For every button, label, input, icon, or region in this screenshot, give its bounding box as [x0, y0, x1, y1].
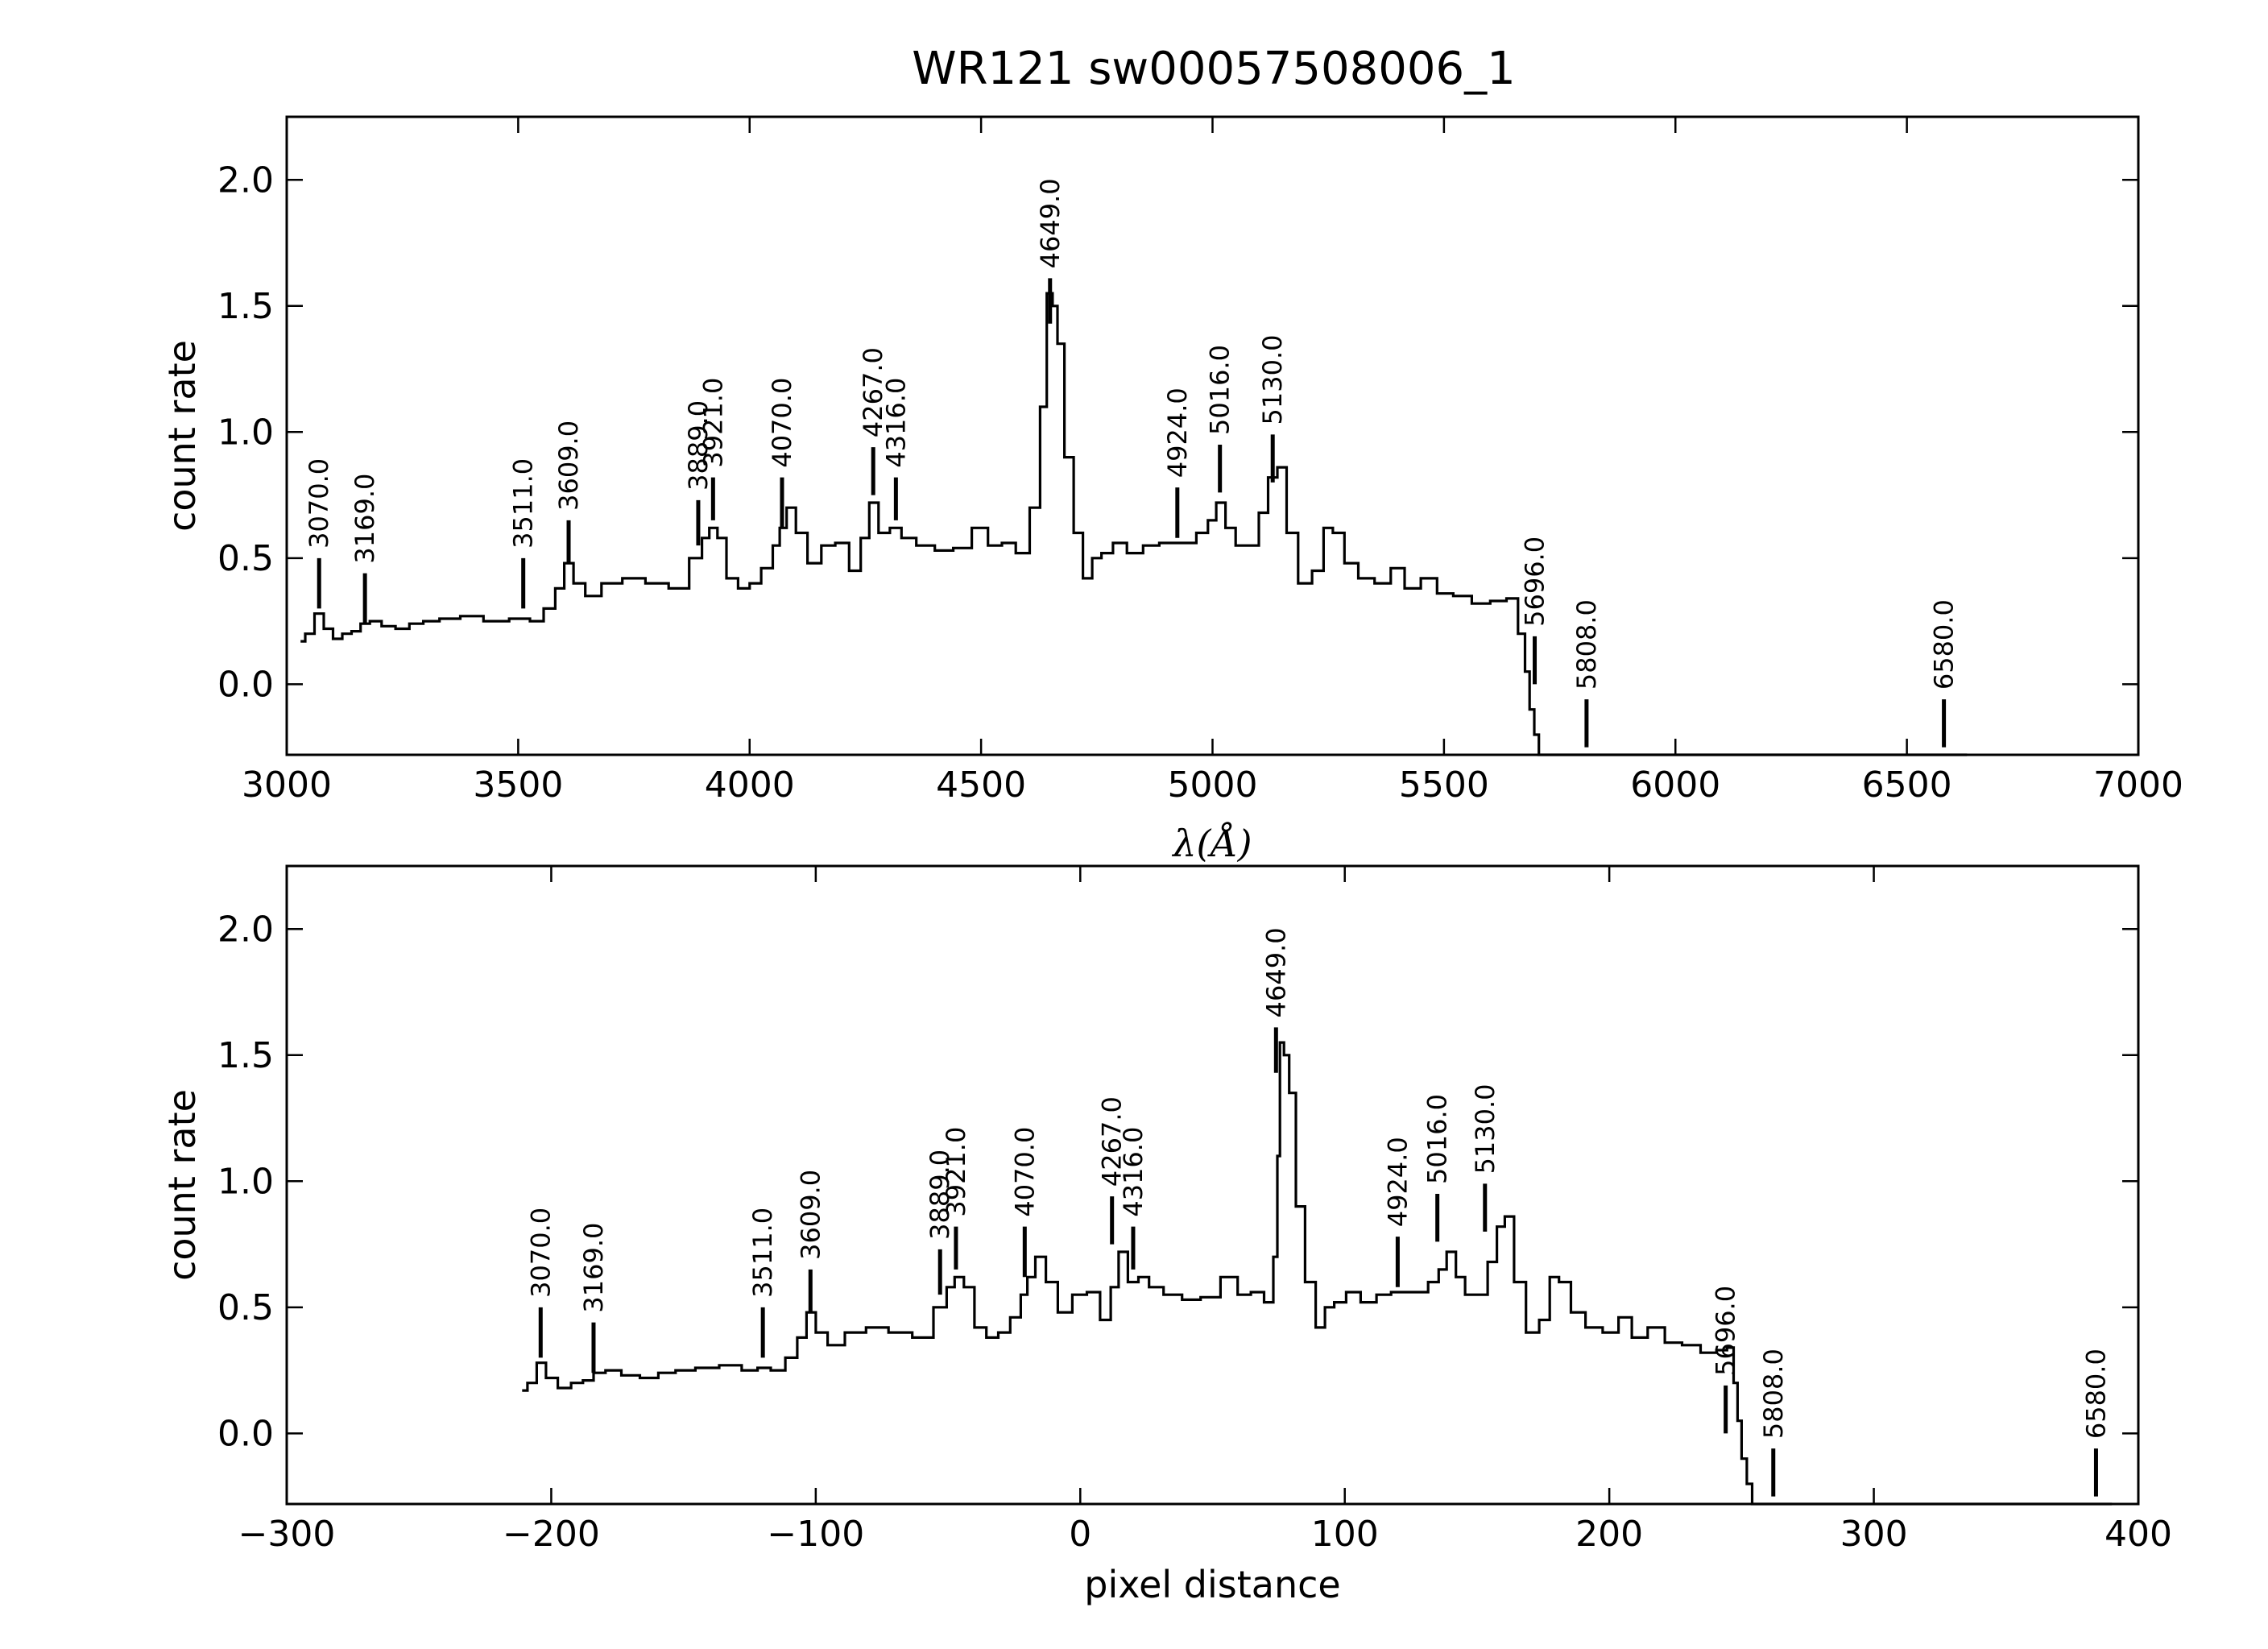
line-marker-label: 3889.0: [683, 400, 714, 491]
line-marker-label: 4070.0: [1009, 1127, 1040, 1217]
line-marker-label: 3921.0: [697, 378, 728, 468]
line-marker-label: 4649.0: [1260, 927, 1291, 1017]
x-tick-label: 300: [1840, 1514, 1908, 1555]
x-tick-label: 0: [1069, 1514, 1091, 1555]
y-tick-label: 2.0: [217, 909, 274, 950]
spectrum-series: [300, 292, 1968, 756]
line-marker-label: 3169.0: [578, 1223, 609, 1313]
line-marker-label: 6580.0: [2080, 1349, 2111, 1439]
line-marker-label: 6580.0: [1929, 599, 1960, 690]
x-tick-label: 3500: [473, 764, 563, 806]
line-marker-label: 5016.0: [1422, 1094, 1453, 1184]
x-tick-label: −300: [238, 1514, 336, 1555]
line-marker-label: 4070.0: [767, 378, 797, 468]
x-tick-label: 5500: [1399, 764, 1489, 806]
y-tick-label: 0.0: [217, 1413, 274, 1454]
y-tick-label: 0.5: [217, 1287, 274, 1328]
x-tick-label: 200: [1575, 1514, 1643, 1555]
line-marker-label: 3511.0: [508, 458, 539, 549]
bottom-panel: −300 −200 −100 0 100 200 300 400 0.0 0.5 1.0 1.5 2.0…: [160, 864, 2172, 1606]
line-marker-label: 3609.0: [553, 421, 584, 511]
line-marker-label: 5130.0: [1257, 334, 1288, 425]
line-marker-label: 4924.0: [1162, 387, 1193, 478]
y-tick-label: 1.5: [217, 1035, 274, 1076]
spectrum-series: [522, 1041, 2113, 1506]
line-marker-label: 5130.0: [1470, 1083, 1500, 1174]
x-tick-label: −200: [503, 1514, 600, 1555]
y-tick-label: 1.0: [217, 412, 274, 453]
line-marker-label: 3609.0: [795, 1170, 826, 1260]
x-tick-label: −100: [767, 1514, 864, 1555]
x-tick-label: 6500: [1862, 764, 1952, 806]
line-marker-label: 4316.0: [880, 378, 911, 468]
line-marker-label: 3511.0: [747, 1208, 778, 1298]
line-marker-label: 4267.0: [858, 347, 888, 437]
x-tick-label: 7000: [2093, 764, 2183, 806]
y-tick-label: 1.5: [217, 286, 274, 327]
x-axis-label: λ(Å): [1171, 821, 1252, 865]
line-marker-label: 5808.0: [1571, 599, 1602, 690]
figure-title: WR121 sw00057508006_1: [912, 43, 1516, 95]
top-panel: 3000 3500 4000 4500 5000 5500 6000 6500 7000 0.0 0…: [160, 115, 2183, 865]
line-marker-label: 5808.0: [1758, 1349, 1789, 1439]
x-axis-label: pixel distance: [1084, 1563, 1340, 1606]
y-tick-label: 2.0: [217, 160, 274, 201]
y-tick-label: 0.5: [217, 538, 274, 579]
x-tick-label: 4000: [705, 764, 795, 806]
y-axis-label: count rate: [160, 1089, 204, 1281]
y-axis-label: count rate: [160, 340, 204, 532]
x-tick-label: 5000: [1168, 764, 1258, 806]
x-tick-label: 400: [2105, 1514, 2172, 1555]
line-marker-label: 5696.0: [1711, 1286, 1741, 1376]
line-marker-label: 5016.0: [1205, 345, 1235, 435]
line-marker-label: 4924.0: [1382, 1137, 1413, 1227]
line-marker-label: 4316.0: [1118, 1127, 1148, 1217]
line-marker-label: 3921.0: [941, 1127, 971, 1217]
x-tick-label: 6000: [1630, 764, 1720, 806]
x-tick-label: 100: [1311, 1514, 1379, 1555]
x-tick-label: 4500: [936, 764, 1026, 806]
plot-frame: [285, 864, 2140, 1506]
y-tick-label: 1.0: [217, 1161, 274, 1202]
line-marker-label: 5696.0: [1520, 537, 1550, 627]
line-marker-label: 3070.0: [304, 458, 334, 549]
y-tick-label: 0.0: [217, 664, 274, 705]
line-marker-label: 3169.0: [350, 474, 380, 564]
line-marker-label: 4649.0: [1035, 178, 1066, 268]
line-marker-label: 3070.0: [525, 1208, 556, 1298]
line-marker-label: 3889.0: [925, 1150, 955, 1240]
x-tick-label: 3000: [242, 764, 332, 806]
line-marker-label: 4267.0: [1097, 1096, 1128, 1187]
